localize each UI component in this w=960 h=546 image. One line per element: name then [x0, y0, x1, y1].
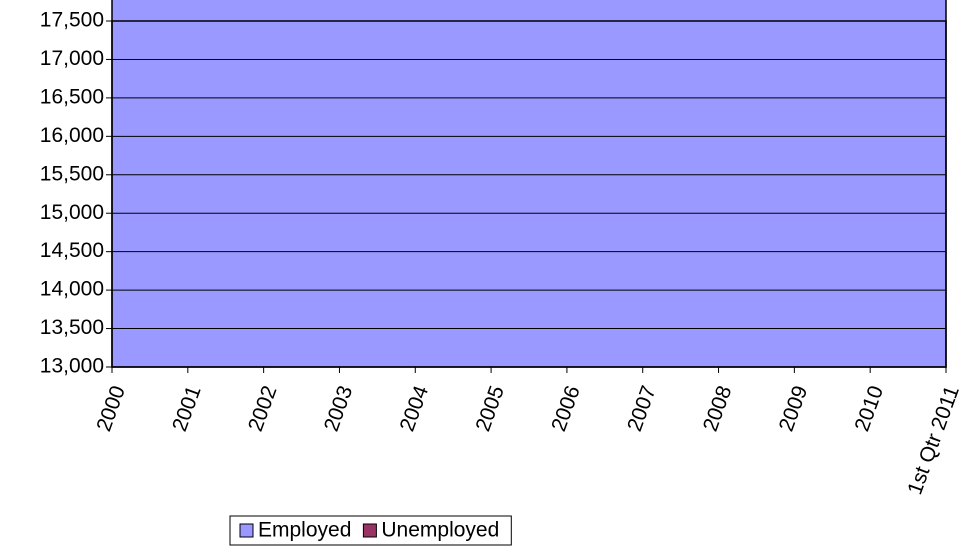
- y-tick-label: 16,000: [40, 124, 104, 147]
- x-tick-label: 2007: [623, 383, 661, 435]
- x-tick-label: 2000: [92, 383, 130, 435]
- legend: Employed Unemployed: [229, 515, 512, 546]
- legend-label: Employed: [258, 519, 351, 542]
- legend-swatch: [362, 523, 377, 538]
- y-tick-label: 14,500: [40, 239, 104, 262]
- y-tick-label: 17,500: [40, 9, 104, 32]
- y-tick-label: 17,000: [40, 47, 104, 70]
- x-tick-label: 2002: [244, 383, 282, 435]
- plot-border: [111, 20, 947, 368]
- x-tick-label: 1st Qtr 2011: [903, 383, 960, 498]
- legend-swatch: [239, 523, 254, 538]
- x-tick-label: 2001: [168, 383, 206, 435]
- y-tick-label: 15,500: [40, 162, 104, 185]
- y-tick-label: 15,000: [40, 201, 104, 224]
- y-tick-label: 13,000: [40, 355, 104, 378]
- x-tick-label: 2008: [699, 383, 737, 435]
- legend-label: Unemployed: [381, 519, 499, 542]
- y-tick-label: 13,500: [40, 316, 104, 339]
- x-tick-label: 2004: [396, 382, 434, 434]
- y-tick-label: 16,500: [40, 85, 104, 108]
- area: [111, 0, 947, 368]
- y-tick-label: 14,000: [40, 278, 104, 301]
- x-tick-label: 2005: [471, 383, 509, 435]
- x-tick-label: 2010: [851, 383, 889, 435]
- x-tick-label: 2009: [775, 383, 813, 435]
- x-tick-label: 2006: [547, 383, 585, 435]
- x-tick-label: 2003: [320, 383, 358, 435]
